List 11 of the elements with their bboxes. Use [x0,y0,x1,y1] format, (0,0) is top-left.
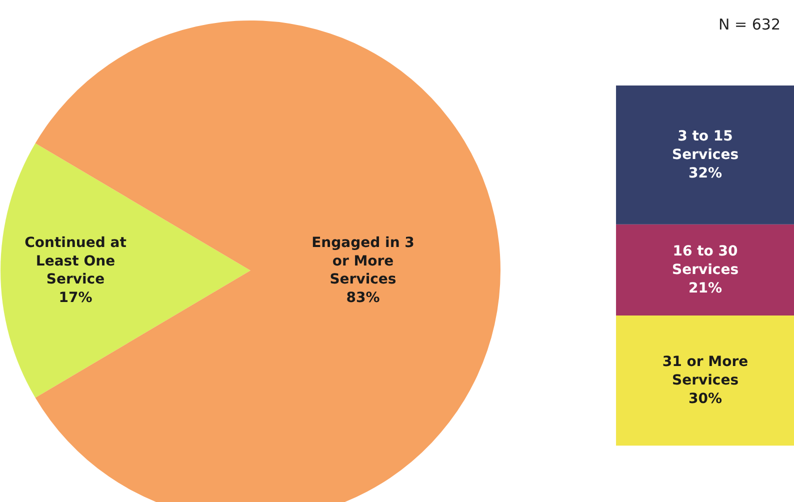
text: N = 632 [718,16,781,34]
series-label: 3 to 15 Services [672,128,739,163]
slice-label: Engaged in 3 or More Services [312,234,414,288]
data-label: 30% [688,390,722,407]
data-label: 17% [58,290,92,306]
data-label: 32% [688,165,722,182]
series-label: 16 to 30 Services [672,243,739,278]
slice-label: Continued at Least One Service [24,234,127,288]
data-label: 21% [688,280,722,296]
data-label: 83% [346,290,380,306]
series-label: 31 or More Services [662,354,748,389]
